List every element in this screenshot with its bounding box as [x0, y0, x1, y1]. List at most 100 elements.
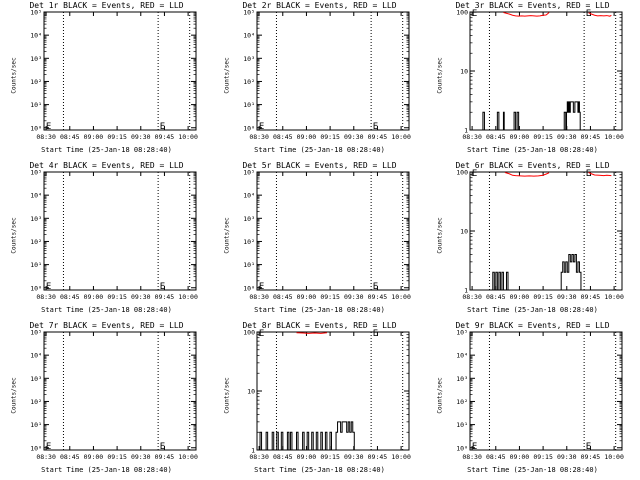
x-tick-label: 09:15: [320, 293, 340, 301]
chart-title: Det 9r BLACK = Events, RED = LLD: [455, 321, 610, 330]
x-tick-label: 09:00: [297, 453, 317, 461]
x-tick-label: 08:30: [462, 133, 482, 141]
y-tick-label: 10²: [243, 238, 255, 246]
y-tick-label: 10³: [456, 375, 468, 383]
y-tick-label: 10⁴: [30, 192, 42, 200]
chart-plot-det8: 08:30 08:45 09:00 09:15 09:30 09:45 10:00 1 10 10…: [243, 329, 411, 462]
x-tick-label: 08:45: [486, 453, 506, 461]
y-tick-label: 10²: [30, 398, 42, 406]
x-axis-label: Start Time (25-Jan-18 08:28:40): [467, 306, 598, 314]
chart-title: Det 2r BLACK = Events, RED = LLD: [242, 1, 397, 10]
x-tick-label: 10:00: [604, 453, 624, 461]
x-tick-label: 09:15: [533, 453, 553, 461]
y-tick-label: 10⁰: [243, 124, 255, 132]
chart-plot-det5: 08:30 08:45 09:00 09:15 09:30 09:45 10:00 10⁰ 10…: [243, 169, 411, 302]
y-tick-label: 10³: [30, 215, 42, 223]
event-marker: E: [46, 122, 51, 132]
y-axis-label: Counts/sec: [436, 377, 444, 414]
x-tick-label: 08:30: [462, 453, 482, 461]
events-series: [259, 421, 356, 451]
x-tick-label: 09:00: [84, 133, 104, 141]
event-marker: E: [586, 9, 591, 19]
x-tick-label: 09:00: [84, 293, 104, 301]
x-tick-label: 09:45: [581, 293, 601, 301]
y-tick-label: 10¹: [243, 261, 255, 269]
chart-panel-det2: 08:30 08:45 09:00 09:15 09:30 09:45 10:00 10⁰ 10…: [213, 0, 426, 160]
y-tick-label: 10: [460, 228, 468, 236]
y-axis-label: Counts/sec: [223, 377, 231, 414]
chart-plot-det3: 08:30 08:45 09:00 09:15 09:30 09:45 10:00 1 10 10…: [456, 9, 624, 142]
y-tick-label: 10³: [243, 55, 255, 63]
x-tick-label: 09:30: [557, 453, 577, 461]
lld-series: [504, 172, 612, 177]
x-tick-label: 08:45: [273, 133, 293, 141]
y-tick-label: 10⁴: [456, 352, 468, 360]
y-tick-label: 10¹: [30, 101, 42, 109]
y-tick-label: 10⁰: [30, 124, 42, 132]
y-tick-label: 10: [247, 388, 255, 396]
chart-title: Det 3r BLACK = Events, RED = LLD: [455, 1, 610, 10]
y-tick-label: 10¹: [456, 421, 468, 429]
chart-title: Det 7r BLACK = Events, RED = LLD: [29, 321, 184, 330]
x-tick-label: 10:00: [178, 293, 198, 301]
event-marker: E: [586, 169, 591, 179]
x-tick-label: 09:45: [155, 133, 175, 141]
x-tick-label: 09:00: [84, 453, 104, 461]
x-tick-label: 09:30: [131, 453, 151, 461]
x-tick-label: 09:30: [344, 133, 364, 141]
x-tick-label: 08:30: [462, 293, 482, 301]
x-tick-label: 09:15: [533, 133, 553, 141]
y-tick-label: 10⁵: [243, 169, 255, 177]
x-tick-label: 10:00: [604, 133, 624, 141]
x-tick-label: 09:45: [581, 453, 601, 461]
plot-frame: [256, 11, 410, 131]
x-axis-label: Start Time (25-Jan-18 08:28:40): [41, 306, 172, 314]
event-marker: E: [586, 442, 591, 452]
x-tick-label: 09:30: [557, 133, 577, 141]
events-series: [491, 253, 583, 291]
x-axis-label: Start Time (25-Jan-18 08:28:40): [254, 146, 385, 154]
y-axis-label: Counts/sec: [436, 217, 444, 254]
y-tick-label: 10³: [243, 215, 255, 223]
chart-panel-det3: 08:30 08:45 09:00 09:15 09:30 09:45 10:00 1 10 10…: [426, 0, 639, 160]
y-tick-label: 10⁰: [30, 284, 42, 292]
event-marker: E: [472, 442, 477, 452]
y-tick-label: 100: [456, 9, 468, 17]
x-tick-label: 08:45: [486, 133, 506, 141]
y-tick-label: 10⁵: [456, 329, 468, 337]
event-marker: E: [160, 442, 165, 452]
x-tick-label: 09:15: [533, 293, 553, 301]
x-tick-label: 09:00: [510, 453, 530, 461]
chart-panel-det6: 08:30 08:45 09:00 09:15 09:30 09:45 10:00 1 10 10…: [426, 160, 639, 320]
y-tick-label: 10¹: [30, 421, 42, 429]
chart-panel-det7: 08:30 08:45 09:00 09:15 09:30 09:45 10:00 10⁰ 10…: [0, 320, 213, 480]
x-axis-label: Start Time (25-Jan-18 08:28:40): [467, 146, 598, 154]
chart-plot-det6: 08:30 08:45 09:00 09:15 09:30 09:45 10:00 1 10 10…: [456, 169, 624, 302]
x-axis-label: Start Time (25-Jan-18 08:28:40): [254, 466, 385, 474]
chart-title: Det 1r BLACK = Events, RED = LLD: [29, 1, 184, 10]
event-marker: E: [472, 169, 477, 179]
event-marker: E: [373, 329, 378, 339]
x-tick-label: 09:30: [131, 133, 151, 141]
chart-title: Det 8r BLACK = Events, RED = LLD: [242, 321, 397, 330]
y-tick-label: 10³: [30, 375, 42, 383]
x-axis-label: Start Time (25-Jan-18 08:28:40): [41, 146, 172, 154]
y-axis-label: Counts/sec: [223, 57, 231, 94]
y-tick-label: 10⁵: [30, 329, 42, 337]
x-tick-label: 08:45: [273, 293, 293, 301]
y-tick-label: 10²: [243, 78, 255, 86]
events-series: [482, 101, 582, 131]
x-tick-label: 10:00: [178, 133, 198, 141]
event-marker: E: [373, 282, 378, 292]
y-tick-label: 10⁰: [243, 284, 255, 292]
y-axis-label: Counts/sec: [10, 57, 18, 94]
x-tick-label: 09:45: [368, 133, 388, 141]
event-marker: E: [472, 9, 477, 19]
y-tick-label: 10²: [30, 78, 42, 86]
x-tick-label: 08:30: [36, 453, 56, 461]
chart-panel-det8: 08:30 08:45 09:00 09:15 09:30 09:45 10:00 1 10 10…: [213, 320, 426, 480]
event-marker: E: [259, 329, 264, 339]
x-tick-label: 09:15: [107, 293, 127, 301]
x-tick-label: 09:45: [155, 453, 175, 461]
y-tick-label: 100: [456, 169, 468, 177]
